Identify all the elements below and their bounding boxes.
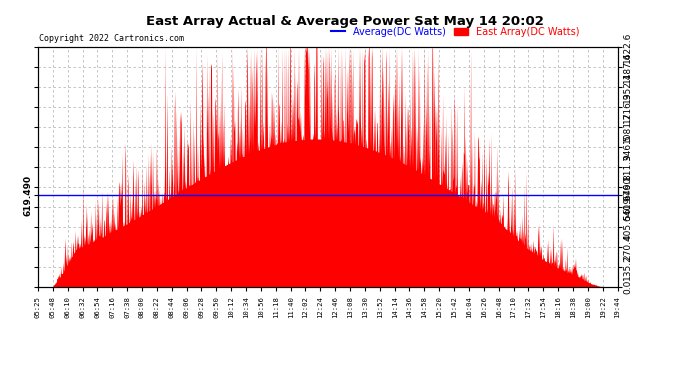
Legend: Average(DC Watts), East Array(DC Watts): Average(DC Watts), East Array(DC Watts)	[327, 23, 584, 41]
Text: East Array Actual & Average Power Sat May 14 20:02: East Array Actual & Average Power Sat Ma…	[146, 15, 544, 28]
Text: Copyright 2022 Cartronics.com: Copyright 2022 Cartronics.com	[39, 34, 184, 43]
